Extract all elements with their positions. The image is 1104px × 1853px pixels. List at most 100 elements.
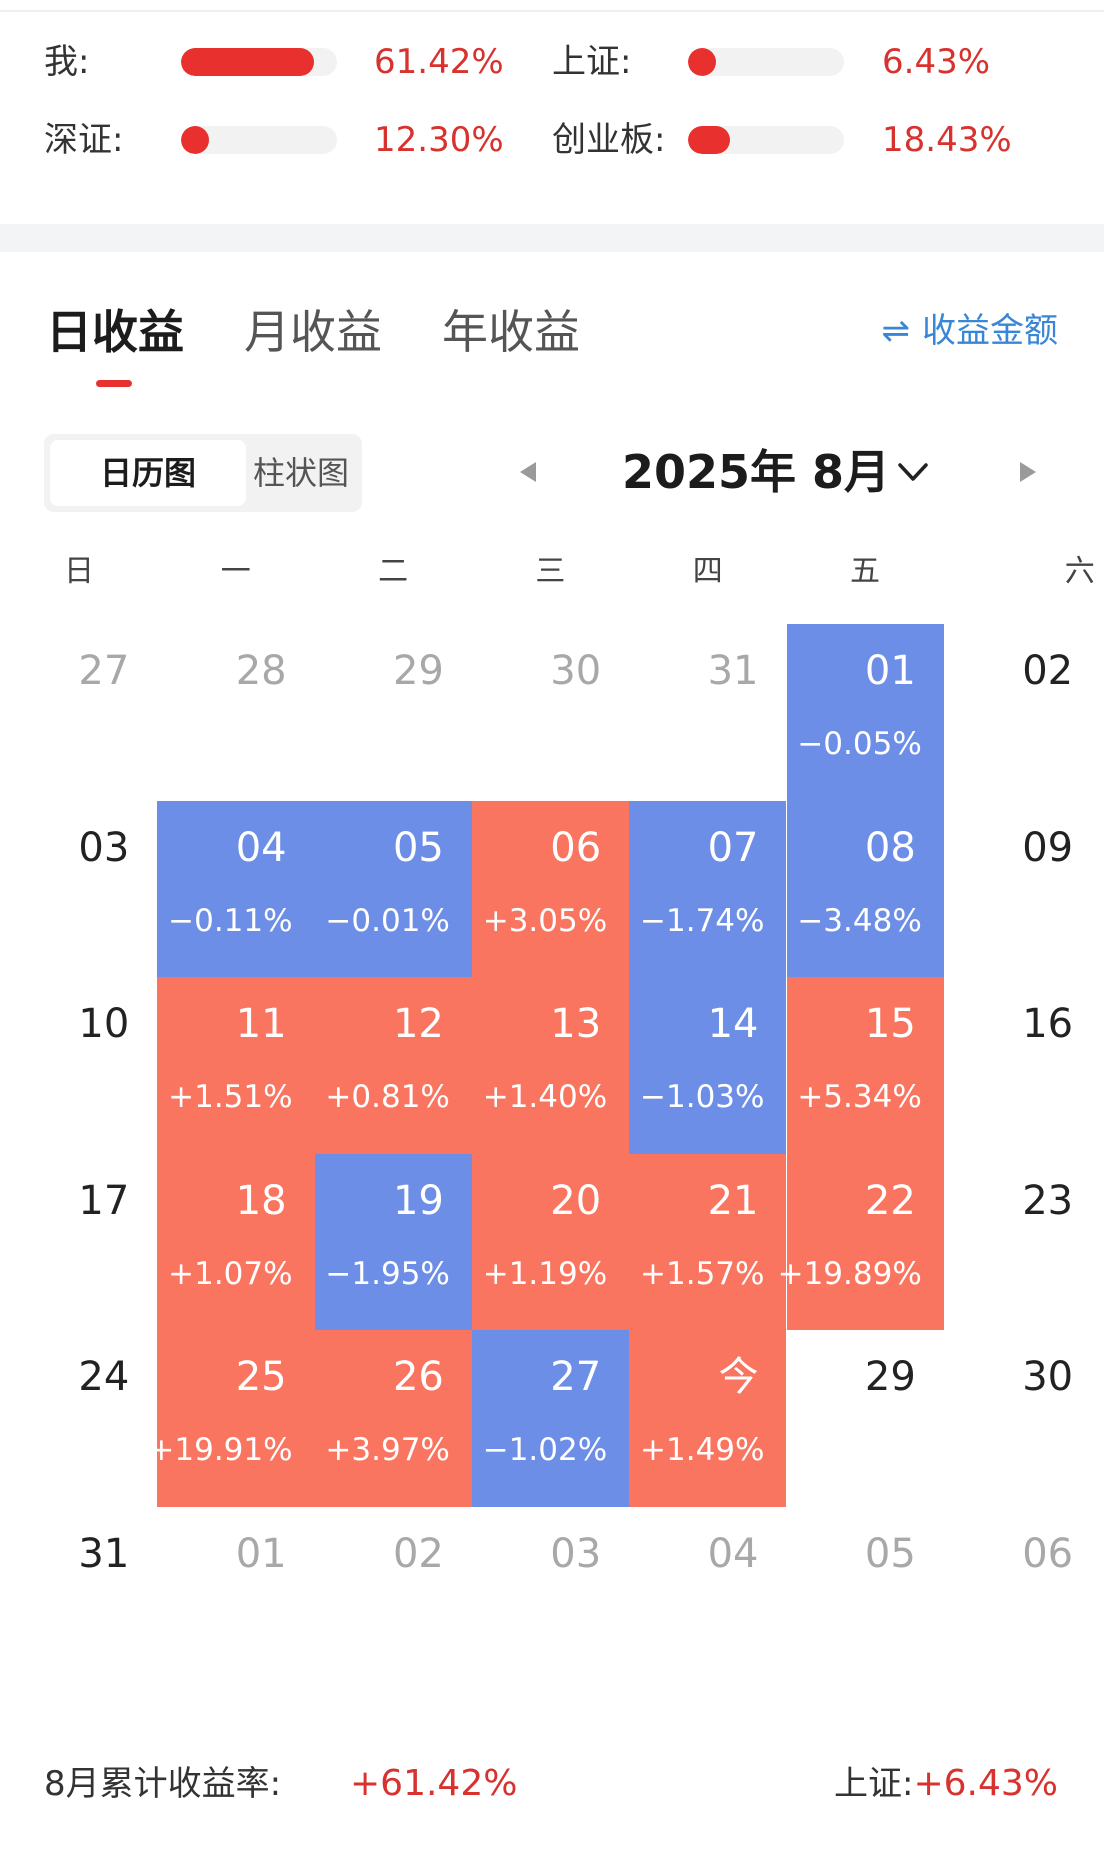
calendar-day-cell[interactable]: 06 +3.05% (471, 800, 630, 977)
bar-view-button[interactable]: 柱状图 (252, 454, 349, 492)
calendar-day-cell[interactable]: 21 +1.57% (629, 1153, 787, 1330)
weekday-label: 四 (692, 554, 723, 589)
day-number: 07 (707, 824, 759, 871)
compare-bar-fill (688, 48, 716, 76)
day-number: 27 (550, 1354, 602, 1400)
index-label: 上证: (834, 1764, 914, 1804)
day-number: 26 (392, 1354, 444, 1400)
calendar-day-cell: 06 (944, 1507, 1101, 1684)
day-number: 02 (1022, 648, 1074, 694)
calendar-day-cell[interactable]: 20 +1.19% (471, 1153, 630, 1330)
calendar-day-cell[interactable]: 27 −1.02% (471, 1330, 630, 1507)
calendar-day-cell[interactable]: 08 −3.48% (786, 800, 944, 977)
compare-bar-me (181, 48, 337, 76)
calendar-day-cell[interactable]: 02 (944, 624, 1101, 801)
chevron-down-icon[interactable] (893, 452, 933, 492)
calendar-day-cell[interactable]: 07 −1.74% (629, 800, 787, 977)
day-number: 14 (707, 1001, 759, 1047)
compare-value-shenzhen: 12.30% (374, 120, 504, 160)
compare-label-shenzhen: 深证: (44, 120, 124, 160)
next-month-icon[interactable] (1008, 452, 1048, 492)
calendar-day-cell[interactable]: 24 (0, 1330, 157, 1507)
compare-value-chinext: 18.43% (882, 120, 1012, 160)
day-number: 05 (392, 824, 444, 871)
day-number: 04 (235, 824, 287, 871)
calendar-day-cell[interactable]: 今 +1.49% (629, 1330, 787, 1507)
calendar-view-button[interactable]: 日历图 (50, 440, 246, 506)
calendar-day-cell[interactable]: 13 +1.40% (471, 977, 630, 1154)
calendar-day-cell[interactable]: 18 +1.07% (157, 1153, 315, 1330)
compare-value-shanghai: 6.43% (882, 42, 991, 82)
month-cumulative-value: +61.42% (350, 1763, 518, 1804)
return-amount-label: 收益金额 (922, 311, 1058, 351)
day-return: −1.03% (640, 1079, 765, 1115)
day-number: 04 (707, 1530, 759, 1577)
compare-bar-shenzhen (181, 126, 337, 154)
calendar-day-cell[interactable]: 23 (944, 1154, 1101, 1331)
calendar-day-cell[interactable]: 16 (944, 977, 1101, 1154)
tab-daily-return[interactable]: 日收益 (46, 305, 184, 359)
day-return: −0.11% (168, 902, 293, 939)
day-number: 27 (78, 648, 130, 694)
day-number: 25 (235, 1354, 287, 1400)
compare-bar-shanghai (688, 48, 844, 76)
calendar-day-cell[interactable]: 01 −0.05% (786, 624, 944, 801)
day-number: 18 (235, 1177, 287, 1224)
compare-bar-chinext (688, 126, 844, 154)
day-number: 13 (550, 1001, 602, 1047)
tab-monthly-return[interactable]: 月收益 (244, 305, 382, 359)
calendar-day-cell: 28 (157, 624, 314, 801)
day-number: 16 (1022, 1001, 1074, 1047)
calendar-day-cell: 04 (629, 1507, 786, 1684)
day-number: 05 (864, 1530, 916, 1577)
calendar-day-cell[interactable]: 09 (944, 801, 1101, 978)
day-return: −1.74% (640, 902, 765, 939)
calendar-day-cell[interactable]: 19 −1.95% (314, 1153, 472, 1330)
day-number: 06 (550, 824, 602, 871)
day-number: 10 (78, 1001, 130, 1047)
calendar-day-cell: 05 (787, 1507, 944, 1684)
day-number: 24 (78, 1354, 130, 1400)
tab-yearly-return[interactable]: 年收益 (442, 305, 580, 359)
day-number: 01 (864, 648, 916, 694)
calendar-day-cell[interactable]: 29 (787, 1330, 944, 1507)
day-return: +1.57% (640, 1255, 765, 1292)
day-number: 31 (707, 648, 759, 694)
calendar-day-cell[interactable]: 15 +5.34% (786, 977, 944, 1154)
calendar-day-cell[interactable]: 12 +0.81% (314, 977, 472, 1154)
calendar-day-cell[interactable]: 14 −1.03% (629, 977, 787, 1154)
calendar-day-cell[interactable]: 25 +19.91% (148, 1330, 315, 1507)
day-number: 11 (235, 1001, 287, 1047)
day-return: −1.95% (325, 1255, 450, 1292)
day-number: 20 (550, 1177, 602, 1224)
day-return: −0.01% (325, 902, 450, 939)
calendar-day-cell[interactable]: 04 −0.11% (157, 800, 315, 977)
weekday-label: 二 (378, 554, 409, 589)
calendar-day-cell[interactable]: 05 −0.01% (314, 800, 472, 977)
day-number: 29 (392, 648, 444, 694)
day-number: 06 (1022, 1530, 1074, 1577)
day-return: −0.05% (797, 726, 922, 762)
calendar-day-cell[interactable]: 30 (944, 1330, 1101, 1507)
calendar-day-cell[interactable]: 26 +3.97% (314, 1330, 472, 1507)
compare-bar-fill (688, 126, 730, 154)
day-return: +1.40% (482, 1079, 608, 1115)
top-divider (0, 10, 1104, 12)
calendar-day-cell: 30 (472, 624, 629, 801)
calendar-day-cell[interactable]: 17 (0, 1154, 157, 1331)
calendar-day-cell[interactable]: 31 (0, 1507, 157, 1684)
day-number: 21 (707, 1177, 759, 1224)
month-title[interactable]: 2025年 8月 (622, 445, 891, 499)
previous-month-icon[interactable] (508, 452, 548, 492)
day-return: +1.49% (640, 1432, 765, 1468)
return-amount-toggle[interactable]: ⇌ 收益金额 (882, 306, 1059, 356)
active-tab-indicator (96, 380, 132, 387)
calendar-day-cell[interactable]: 03 (0, 801, 157, 978)
day-number: 03 (550, 1530, 602, 1577)
compare-bar-fill (181, 126, 209, 154)
calendar-day-cell: 31 (629, 624, 786, 801)
calendar-day-cell[interactable]: 22 +19.89% (778, 1153, 944, 1330)
calendar-day-cell[interactable]: 11 +1.51% (157, 977, 315, 1154)
day-return: −1.02% (482, 1432, 608, 1468)
calendar-day-cell[interactable]: 10 (0, 977, 157, 1154)
